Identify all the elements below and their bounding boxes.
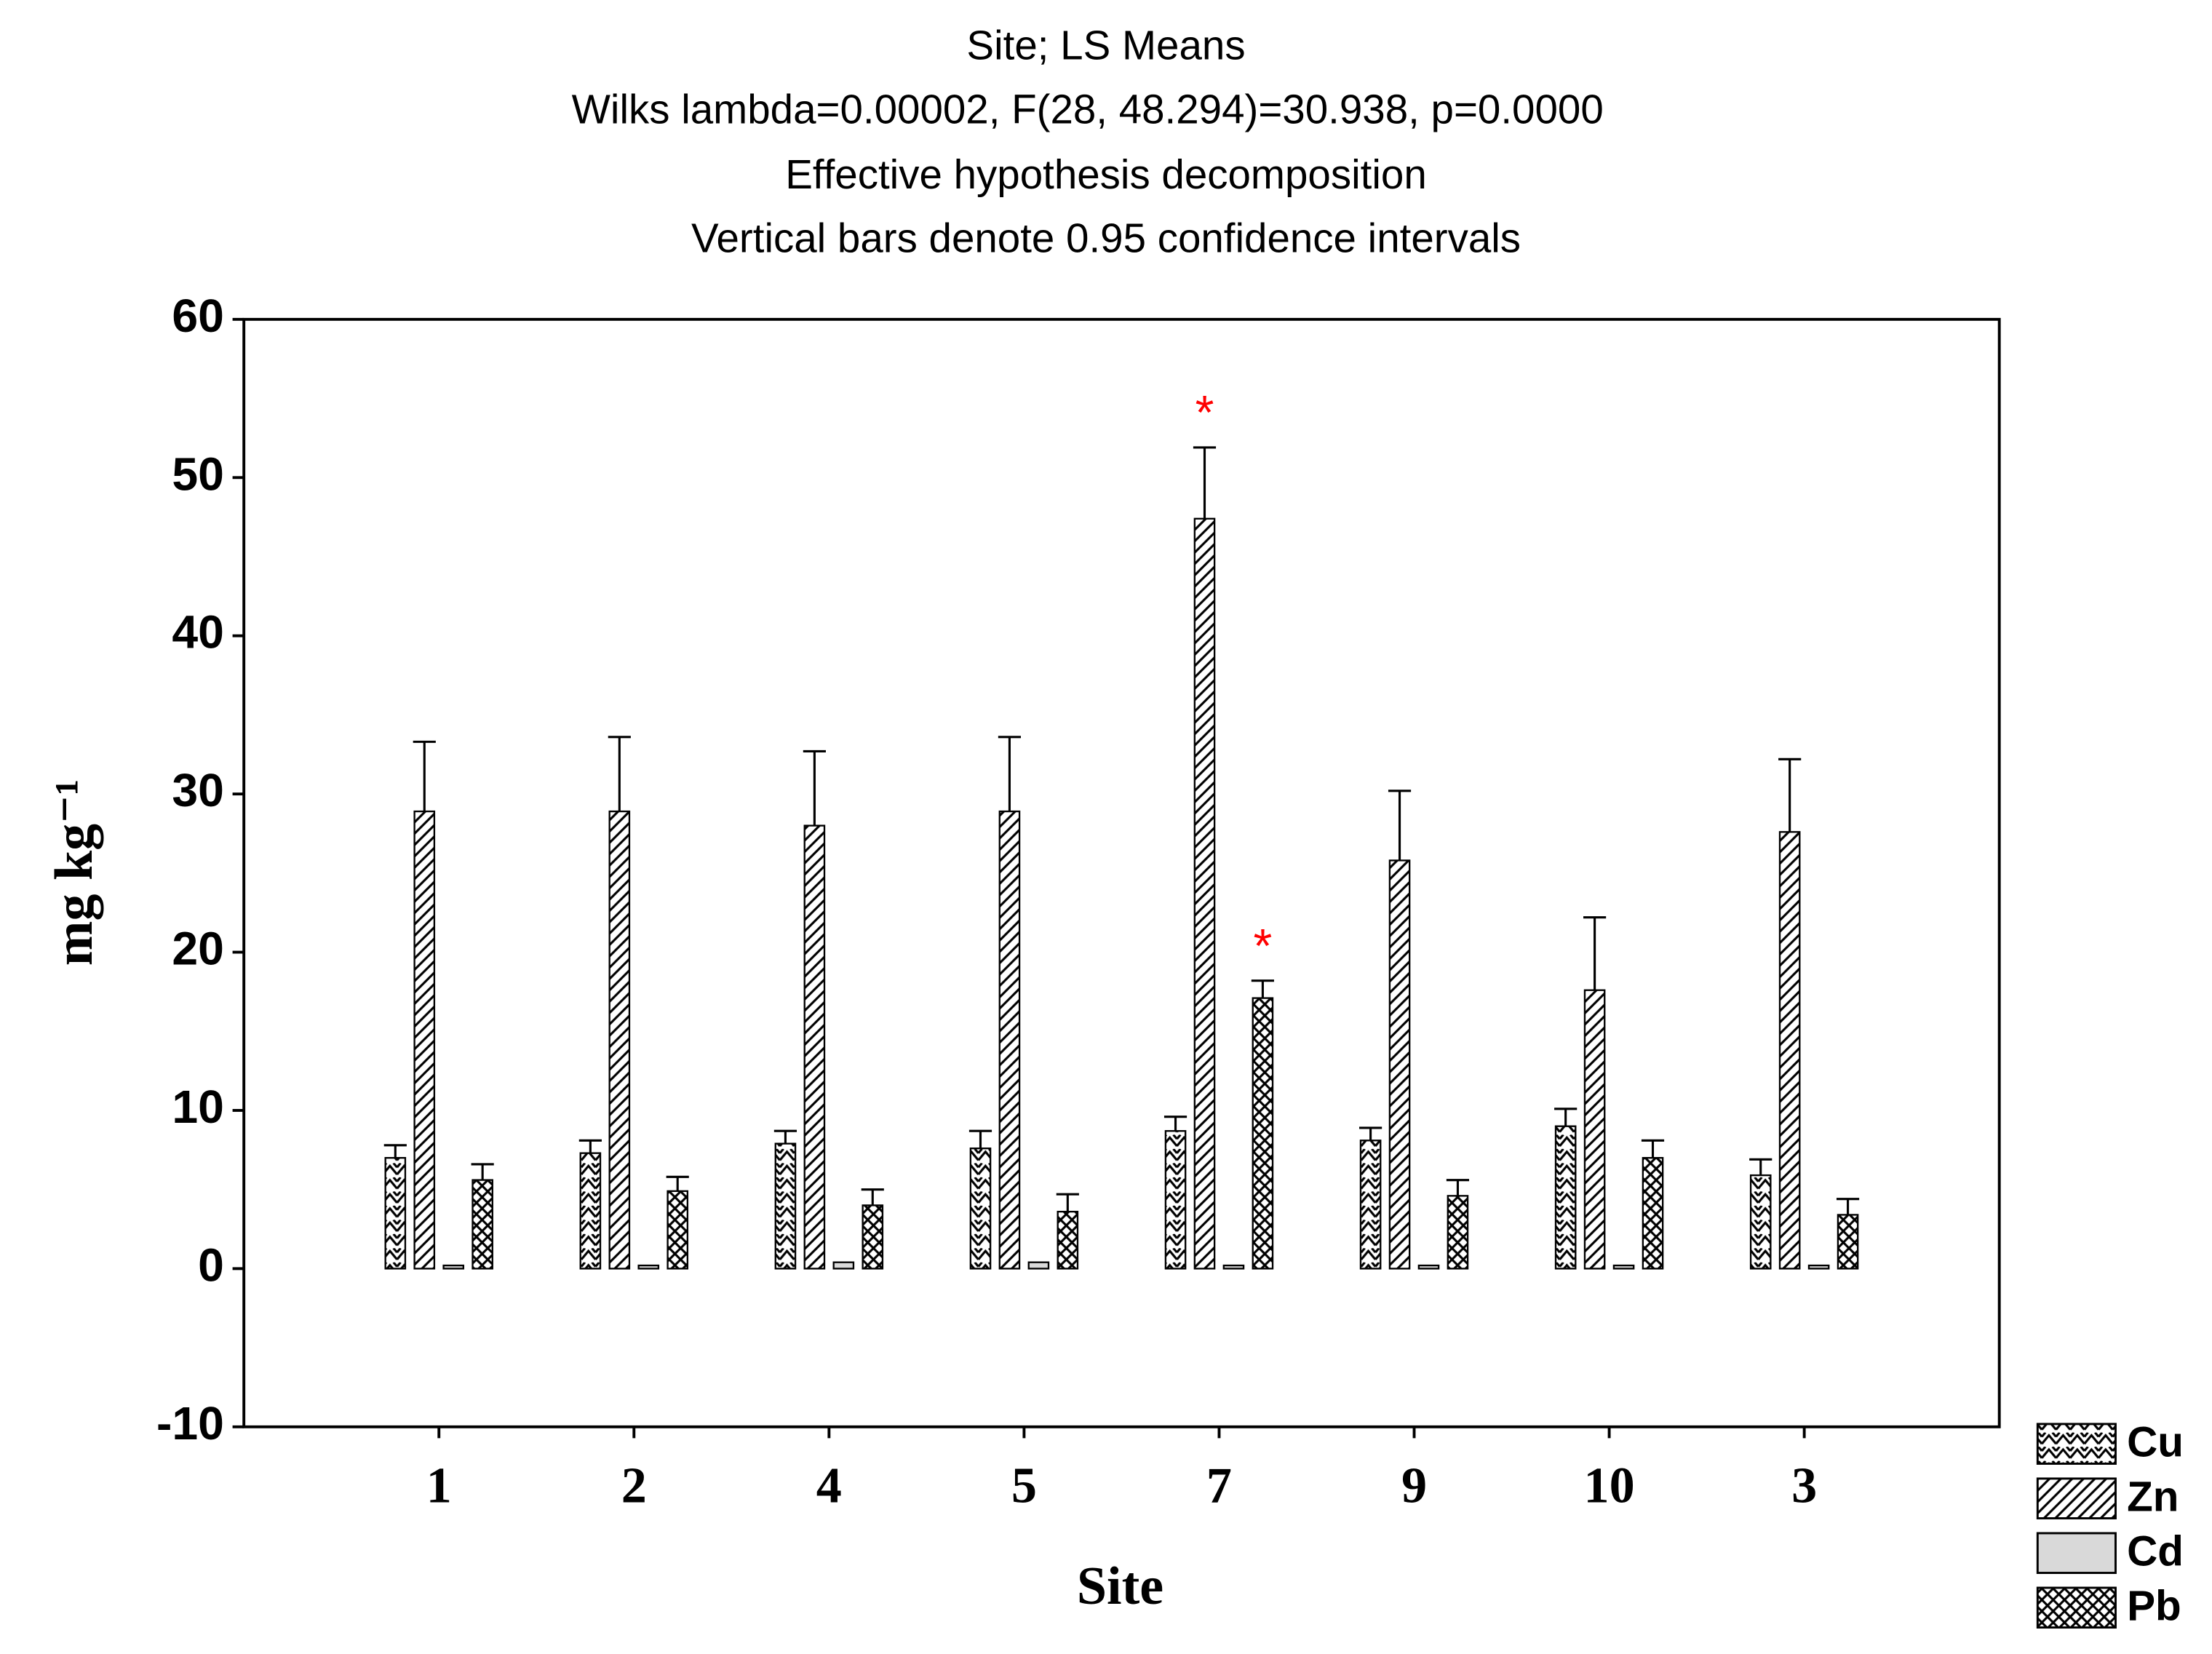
error-bar [803, 750, 826, 826]
error-bar [861, 1188, 884, 1206]
bar [1749, 1174, 1772, 1270]
x-tick-label: 2 [621, 1458, 647, 1514]
bar [608, 810, 631, 1270]
chart-subtitle: Effective hypothesis decomposition [785, 151, 1427, 197]
annotation: * [1195, 386, 1214, 440]
x-tick-label: 1 [426, 1458, 452, 1514]
bar [803, 824, 826, 1270]
error-bar [471, 1163, 494, 1180]
error-bar [1056, 1193, 1079, 1212]
y-tick-label: 50 [172, 448, 224, 500]
bar [413, 810, 436, 1270]
legend-swatch [2036, 1586, 2117, 1629]
chart-subtitle: Wilks lambda=0.00002, F(28, 48.294)=30.9… [572, 86, 1604, 132]
x-tick-label: 5 [1011, 1458, 1037, 1514]
error-bar [578, 1139, 602, 1153]
x-tick-label: 4 [816, 1458, 842, 1514]
x-tick-label: 9 [1401, 1458, 1427, 1514]
bar [1027, 1261, 1050, 1270]
error-bar [383, 1144, 407, 1158]
y-tick-label: -10 [156, 1397, 224, 1450]
bar [969, 1147, 992, 1270]
legend-swatch [2036, 1423, 2117, 1465]
error-bar [968, 1129, 992, 1149]
error-bar [1359, 1126, 1382, 1141]
annotation: * [1253, 919, 1272, 973]
bar [1583, 989, 1606, 1270]
error-bar [1193, 446, 1217, 519]
error-bar [413, 740, 436, 812]
error-bar [1251, 979, 1274, 998]
error-bar [1641, 1139, 1665, 1158]
chart-subtitle: Vertical bars denote 0.95 confidence int… [691, 215, 1521, 261]
y-tick-label: 20 [172, 923, 224, 975]
legend-label: Cu [2127, 1419, 2184, 1466]
legend-label: Zn [2127, 1474, 2179, 1521]
x-tick-label: 3 [1791, 1458, 1817, 1514]
bar [1778, 831, 1801, 1270]
bar [637, 1264, 660, 1270]
bar [1388, 859, 1411, 1270]
bar [1837, 1214, 1859, 1270]
bar [862, 1204, 884, 1270]
bar [1057, 1210, 1079, 1270]
bar [1359, 1140, 1382, 1270]
y-tick-label: 40 [172, 606, 224, 659]
bar [1554, 1125, 1577, 1270]
legend-label: Cd [2127, 1528, 2184, 1575]
bar [384, 1157, 407, 1270]
legend-label: Pb [2127, 1583, 2181, 1630]
bar [1807, 1264, 1830, 1270]
bar [1642, 1157, 1664, 1270]
bar [1417, 1264, 1440, 1270]
y-tick-label: 10 [172, 1081, 224, 1133]
bar [472, 1179, 493, 1270]
bar [1447, 1195, 1469, 1270]
x-tick-label: 7 [1206, 1458, 1232, 1514]
plot-frame [242, 317, 2001, 1428]
error-bar [1749, 1158, 1773, 1176]
error-bar [666, 1175, 689, 1191]
error-bar [1554, 1108, 1578, 1126]
bar [442, 1264, 465, 1270]
bar [1193, 517, 1216, 1270]
y-tick-label: 60 [172, 290, 224, 342]
legend-swatch [2036, 1532, 2117, 1574]
error-bar [1778, 758, 1802, 832]
x-axis-label: Site [1077, 1556, 1163, 1616]
error-bar [1163, 1116, 1187, 1132]
bar [998, 810, 1021, 1270]
bar [1164, 1130, 1187, 1270]
error-bar [608, 736, 631, 812]
y-tick-label: 0 [198, 1238, 224, 1291]
bar [579, 1152, 602, 1270]
chart-title: Site; LS Means [966, 23, 1245, 68]
bar [667, 1190, 689, 1270]
error-bar [1583, 916, 1607, 990]
error-bar [773, 1129, 797, 1144]
error-bar [1836, 1198, 1860, 1215]
error-bar [1388, 790, 1412, 861]
bar [832, 1261, 855, 1270]
bar [1252, 997, 1274, 1270]
error-bar [1446, 1179, 1470, 1196]
error-bar [998, 736, 1022, 812]
bar [1222, 1264, 1245, 1270]
bar [774, 1142, 797, 1270]
legend-swatch [2036, 1477, 2117, 1519]
x-tick-label: 10 [1584, 1458, 1635, 1514]
y-tick-label: 30 [172, 764, 224, 816]
bar [1612, 1264, 1635, 1270]
y-axis-label: mg kg⁻¹ [44, 779, 104, 966]
